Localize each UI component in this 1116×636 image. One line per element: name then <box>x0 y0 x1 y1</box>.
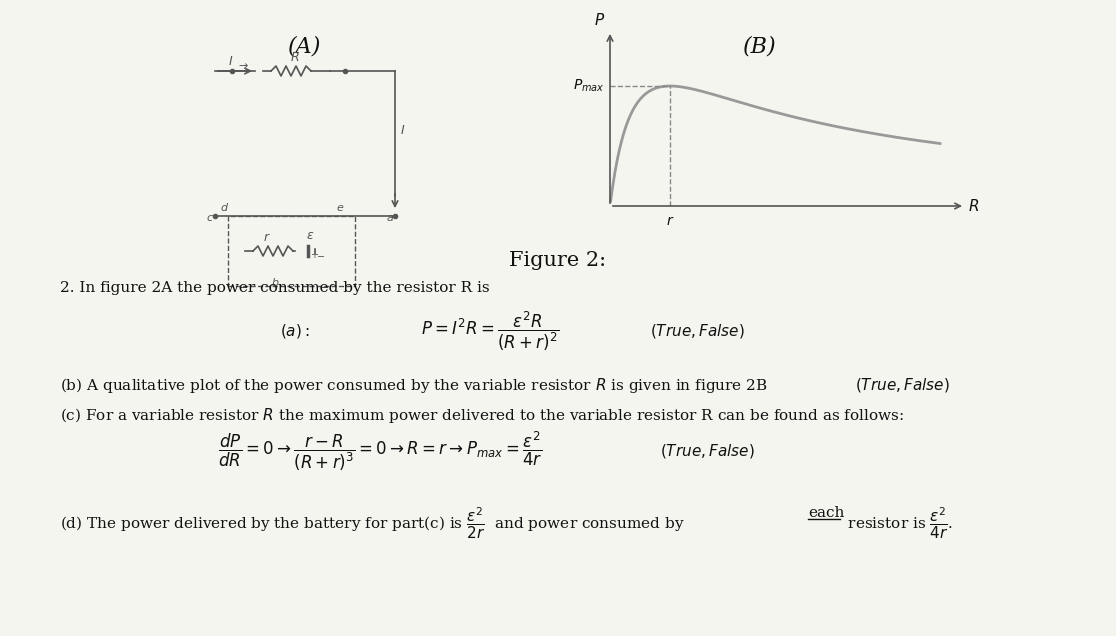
Text: $(True, False)$: $(True, False)$ <box>660 442 754 460</box>
Text: (b) A qualitative plot of the power consumed by the variable resistor $R$ is giv: (b) A qualitative plot of the power cons… <box>60 376 768 395</box>
Text: 2. In figure 2A the power consumed by the resistor R is: 2. In figure 2A the power consumed by th… <box>60 281 490 295</box>
Text: $(True, False)$: $(True, False)$ <box>855 376 950 394</box>
Text: $r$: $r$ <box>666 214 674 228</box>
Text: $\dfrac{dP}{dR} = 0 \rightarrow \dfrac{r - R}{(R+r)^3} = 0 \rightarrow R = r \ri: $\dfrac{dP}{dR} = 0 \rightarrow \dfrac{r… <box>218 429 542 473</box>
Text: $-$: $-$ <box>316 250 325 260</box>
Text: $d$: $d$ <box>221 201 230 213</box>
Text: each: each <box>808 506 845 520</box>
Text: $(True, False)$: $(True, False)$ <box>650 322 744 340</box>
Text: $a$: $a$ <box>386 213 394 223</box>
Text: $I$: $I$ <box>228 55 233 68</box>
Text: $c$: $c$ <box>206 213 214 223</box>
Text: (B): (B) <box>743 36 777 58</box>
Text: $R$: $R$ <box>968 198 979 214</box>
Text: (d) The power delivered by the battery for part(c) is $\dfrac{\varepsilon^2}{2r}: (d) The power delivered by the battery f… <box>60 506 685 541</box>
Text: (A): (A) <box>288 36 321 58</box>
Text: $P = I^2 R = \dfrac{\varepsilon^2 R}{(R+r)^2}$: $P = I^2 R = \dfrac{\varepsilon^2 R}{(R+… <box>421 309 559 353</box>
Text: resistor is $\dfrac{\varepsilon^2}{4r}$.: resistor is $\dfrac{\varepsilon^2}{4r}$. <box>843 506 953 541</box>
Text: $\varepsilon$: $\varepsilon$ <box>306 229 315 242</box>
Bar <box>228 216 355 286</box>
Text: $\rightarrow$: $\rightarrow$ <box>235 60 249 70</box>
Text: $I$: $I$ <box>400 124 405 137</box>
Text: $e$: $e$ <box>336 203 344 213</box>
Text: $P$: $P$ <box>594 12 605 28</box>
Text: Figure 2:: Figure 2: <box>509 251 607 270</box>
Text: $P_{max}$: $P_{max}$ <box>574 78 605 94</box>
Text: $r$: $r$ <box>263 231 271 244</box>
Text: $b$: $b$ <box>271 276 279 288</box>
Text: $R$: $R$ <box>290 51 299 64</box>
Text: $(a):$: $(a):$ <box>280 322 310 340</box>
Text: (c) For a variable resistor $R$ the maximum power delivered to the variable resi: (c) For a variable resistor $R$ the maxi… <box>60 406 904 425</box>
Text: $+$: $+$ <box>310 249 319 260</box>
